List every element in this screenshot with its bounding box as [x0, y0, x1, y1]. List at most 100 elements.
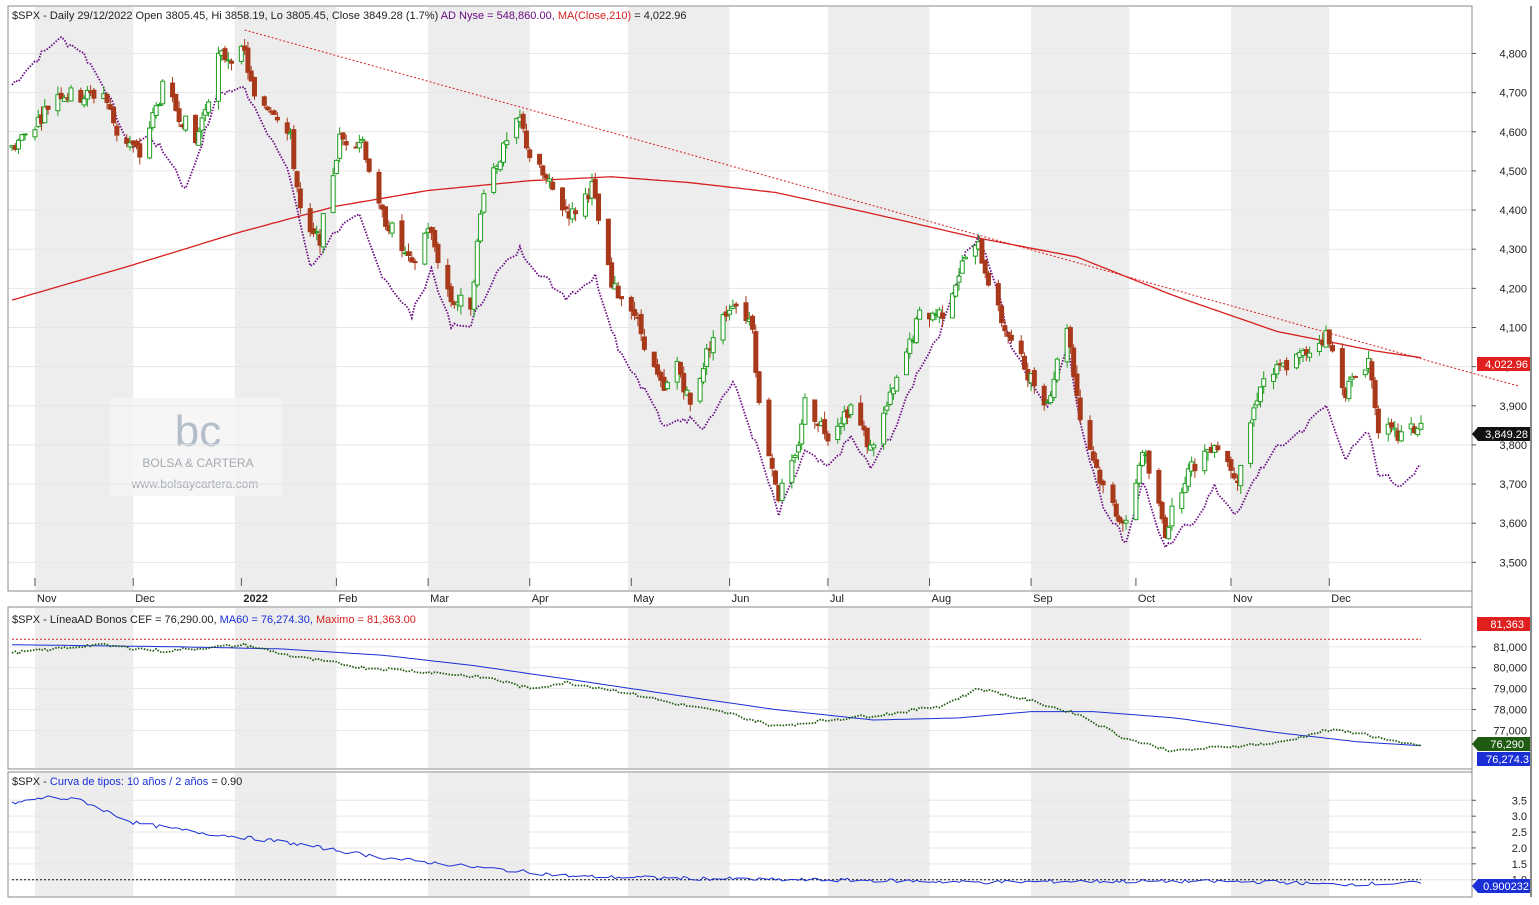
candle-body: [520, 113, 526, 129]
candle-body: [697, 377, 703, 402]
month-band: [234, 608, 337, 768]
candle-body: [638, 313, 644, 335]
candle-body: [1346, 380, 1352, 400]
candle-body: [176, 108, 182, 123]
ma-price-badge-bg: [1477, 357, 1530, 371]
candle-body: [114, 125, 120, 136]
candle-body: [238, 45, 244, 62]
candle-body: [320, 213, 326, 248]
candle-body: [192, 114, 198, 143]
candle-body: [307, 208, 313, 233]
candle-body: [582, 193, 588, 217]
candle-body: [884, 405, 890, 411]
candle-body: [1136, 464, 1142, 484]
candle-body: [196, 131, 202, 146]
candle-body: [1022, 355, 1028, 370]
price-legend-ma-value: = 4,022.96: [634, 10, 686, 22]
month-band: [628, 608, 730, 768]
candle-body: [1077, 397, 1083, 421]
month-band: [827, 773, 930, 896]
candle-body: [999, 305, 1005, 324]
candle-body: [1257, 386, 1263, 403]
candle-body: [22, 133, 28, 136]
candle-body: [956, 275, 962, 283]
candle-body: [1398, 431, 1404, 442]
yield-legend-name: Curva de tipos: 10 años / 2 años: [50, 776, 209, 788]
candle-body: [1254, 400, 1260, 406]
ma60-badge-bg: [1477, 752, 1530, 766]
close-price-badge-text: 3,849.28: [1485, 429, 1528, 441]
month-band: [628, 773, 730, 896]
candle-body: [1074, 373, 1080, 397]
candle-body: [124, 137, 130, 144]
candle-body: [32, 129, 38, 138]
price-axis-tick-label: 3,700: [1499, 479, 1527, 491]
candle-body: [1067, 327, 1073, 348]
month-band: [234, 7, 337, 590]
candle-body: [537, 153, 543, 165]
candle-body: [858, 402, 864, 426]
bonds-value-badge-bg: [1472, 737, 1530, 751]
month-band: [428, 608, 530, 768]
candle-body: [366, 158, 372, 172]
ma-price-badge-text: 4,022.96: [1485, 359, 1528, 371]
candle-body: [1369, 361, 1375, 381]
candle-body: [1005, 331, 1011, 337]
candle-body: [963, 256, 969, 260]
candle-body: [841, 411, 847, 425]
price-axis-tick-label: 3,600: [1499, 518, 1527, 530]
candle-body: [19, 134, 25, 141]
candle-body: [792, 454, 798, 458]
bonds-axis-tick-label: 78,000: [1493, 705, 1527, 717]
ma60-badge-text: 76,274.3: [1486, 754, 1529, 766]
price-axis-tick-label: 3,900: [1499, 401, 1527, 413]
yield-axis-tick-label: 1.5: [1512, 859, 1527, 871]
candle-body: [333, 159, 339, 175]
month-bands: [34, 7, 1330, 896]
candle-body: [16, 139, 22, 150]
candle-body: [655, 364, 661, 375]
yield-value-badge: 0.900232: [1472, 879, 1530, 893]
candle-body: [658, 371, 664, 381]
candle-body: [1330, 345, 1336, 352]
candle-body: [448, 286, 454, 303]
candle-body: [1418, 422, 1424, 430]
candle-body: [812, 399, 818, 422]
candle-body: [1248, 422, 1254, 464]
price-axis-tick-label: 4,600: [1499, 127, 1527, 139]
candle-body: [523, 130, 529, 149]
x-tick-label: Dec: [135, 593, 155, 605]
candle-body: [1185, 468, 1191, 487]
candle-body: [1041, 385, 1047, 406]
candle-body: [409, 257, 415, 263]
candle-body: [1303, 349, 1309, 356]
candle-body: [1117, 516, 1123, 523]
candle-body: [343, 141, 349, 146]
ma60-badge: 76,274.3: [1477, 752, 1530, 766]
candle-body: [1261, 378, 1267, 387]
candle-body: [1326, 329, 1332, 345]
month-band: [1230, 7, 1330, 590]
candle-body: [1071, 347, 1077, 377]
month-band: [1031, 608, 1130, 768]
candle-body: [864, 427, 870, 448]
candle-body: [435, 243, 441, 264]
month-band: [1031, 773, 1130, 896]
candle-body: [1094, 459, 1100, 468]
candle-body: [1293, 353, 1299, 369]
candle-body: [514, 118, 520, 139]
x-tick-label: May: [633, 593, 654, 605]
candle-body: [848, 404, 854, 416]
candle-body: [1139, 451, 1145, 467]
candle-body: [959, 260, 965, 274]
candle-body: [297, 188, 303, 209]
candle-body: [609, 262, 615, 288]
yield-panel: [9, 795, 1471, 887]
candle-body: [618, 296, 624, 300]
candle-body: [799, 423, 805, 445]
candle-body: [1352, 375, 1358, 378]
candle-body: [596, 193, 602, 221]
candle-body: [769, 457, 775, 469]
bonds-legend-max: Maximo = 81,363.00: [316, 614, 416, 626]
price-legend-main: $SPX - Daily 29/12/2022 Open 3805.45, Hi…: [12, 10, 438, 22]
